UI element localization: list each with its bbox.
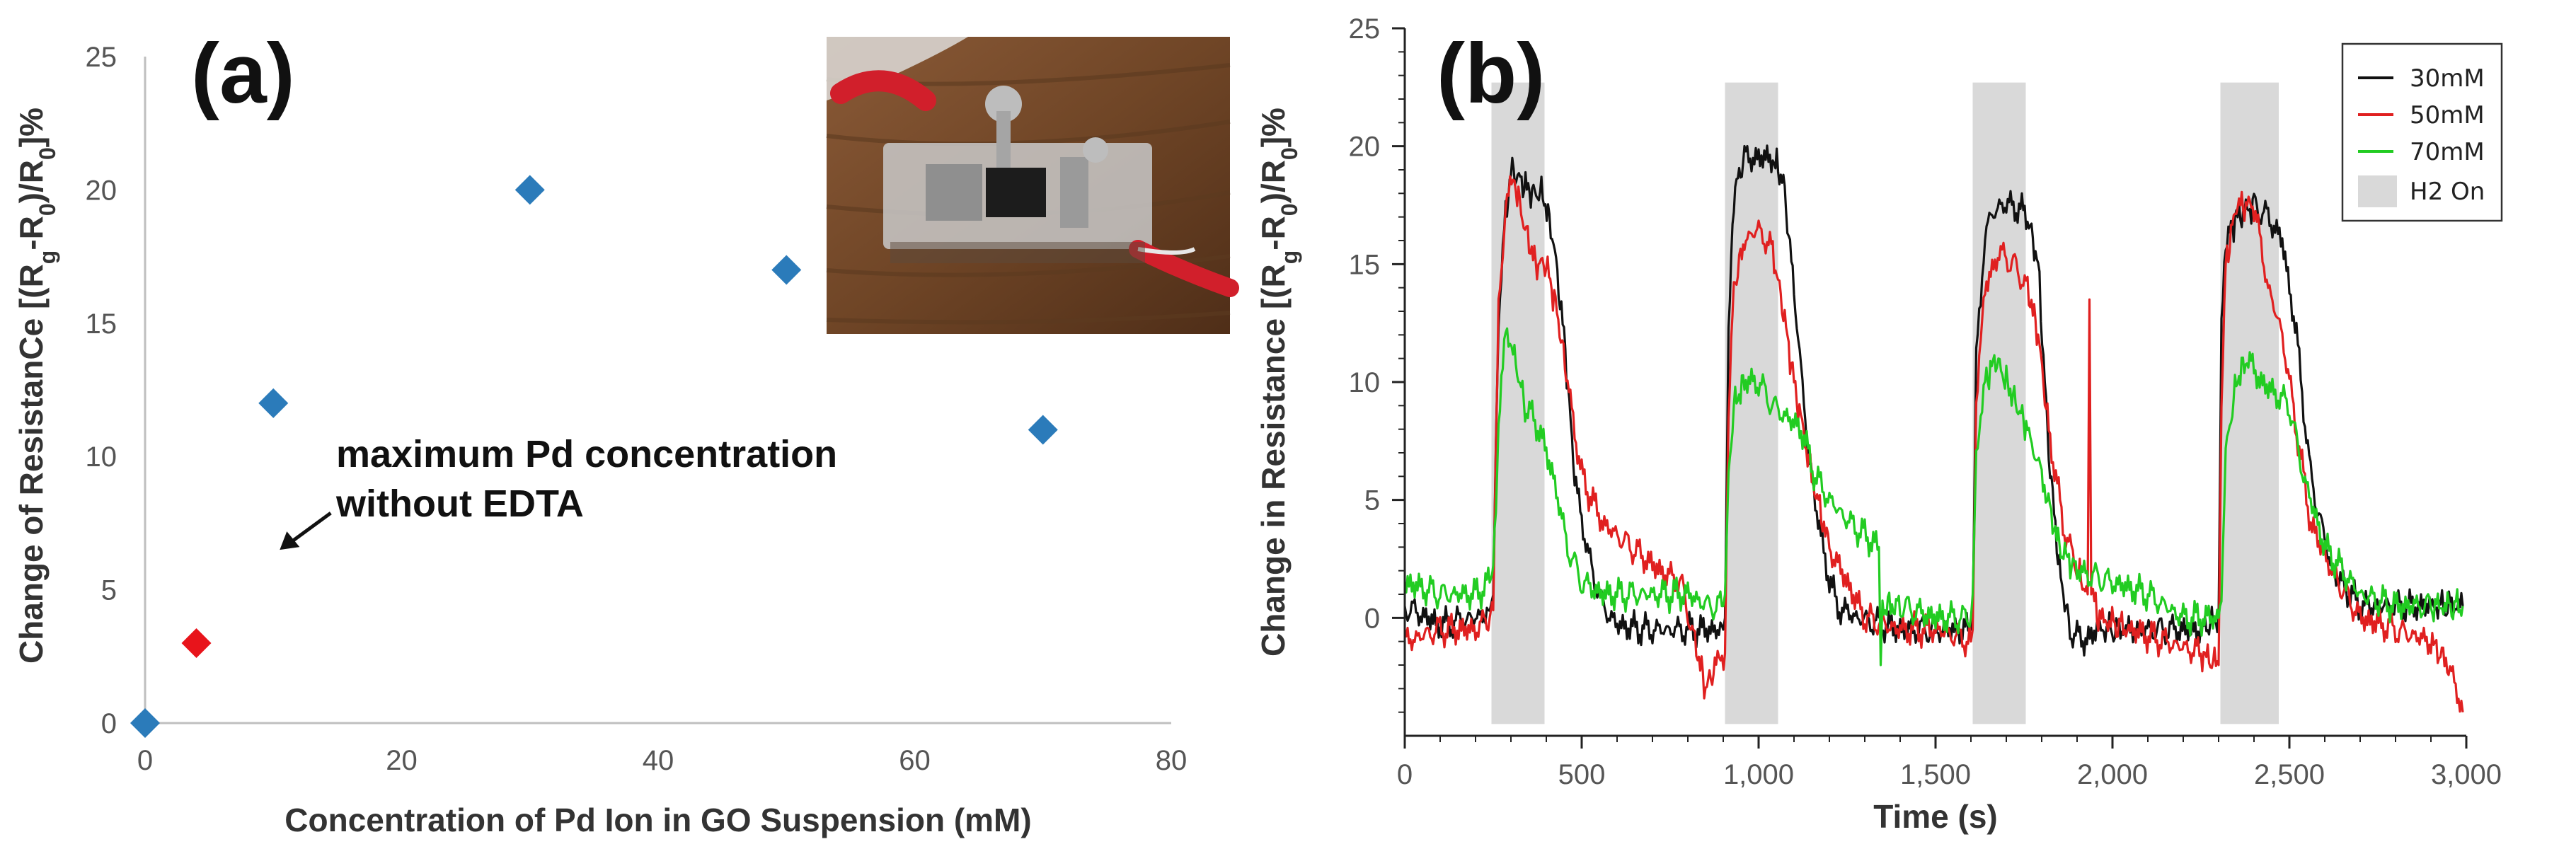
series-line-50mM <box>1405 175 2464 713</box>
h2-on-region <box>1972 82 2026 724</box>
panel-b-y-axis-title: Change in Resistance [(Rg-R0)/R0]% <box>1255 108 1302 657</box>
panel-b-x-tick-label: 1,500 <box>1900 759 1971 790</box>
panel-b-y-tick-label: 15 <box>1349 249 1381 280</box>
panel-a-x-tick-label: 20 <box>386 745 418 776</box>
panel-a-y-tick-label: 15 <box>86 308 117 340</box>
panel-label-b: (b) <box>1437 26 1545 121</box>
panel-b-x-axis-title: Time (s) <box>1873 798 1998 835</box>
panel-a-y-axis-title: Change of ResistanCe [(Rg-R0)/R0]% <box>13 108 60 664</box>
legend-label-70mM: 70mM <box>2410 138 2485 166</box>
panel-a-x-axis-title: Concentration of Pd Ion in GO Suspension… <box>284 802 1031 838</box>
scatter-point <box>130 708 160 738</box>
series-line-30mM <box>1405 144 2464 657</box>
panel-b-y-tick-label: 25 <box>1349 13 1381 45</box>
panel-a-x-tick-label: 60 <box>899 745 931 776</box>
series-line-70mM <box>1405 327 2464 666</box>
panel-b-x-tick-label: 3,000 <box>2431 759 2502 790</box>
panel-b-y-tick-label: 5 <box>1364 485 1380 516</box>
panel-a-y-tick-label: 25 <box>86 42 117 73</box>
panel-a-y-tick-label: 20 <box>86 175 117 206</box>
legend: 30mM 50mM 70mM H2 On <box>2341 42 2503 222</box>
panel-b-x-tick-label: 500 <box>1558 759 1606 790</box>
panel-a: (a) 0 20 40 60 80 0 5 10 15 20 25 maximum Pd conce… <box>13 26 1239 838</box>
h2-on-regions <box>1491 82 2279 724</box>
h2-on-region <box>2220 82 2279 724</box>
scatter-point <box>1028 415 1058 445</box>
panel-a-y-tick-label: 5 <box>101 575 117 606</box>
panel-b-x-tick-label: 2,000 <box>2077 759 2148 790</box>
panel-label-a: (a) <box>191 26 295 121</box>
panel-b-x-tick-label: 1,000 <box>1723 759 1794 790</box>
sensor-device-photo <box>826 37 1239 334</box>
scatter-point <box>514 175 545 205</box>
legend-label-h2-on: H2 On <box>2410 178 2485 206</box>
panel-b-y-tick-label: 20 <box>1349 132 1381 163</box>
panel-a-x-tick-label: 40 <box>643 745 674 776</box>
panel-b-y-tick-label: 10 <box>1349 367 1381 398</box>
scatter-point <box>181 628 212 658</box>
panel-b-x-tick-label: 2,500 <box>2254 759 2325 790</box>
annotation-arrowhead <box>280 531 300 550</box>
annotation-line-1: maximum Pd concentration <box>336 433 837 475</box>
scatter-point <box>258 388 289 418</box>
annotation-arrow <box>287 512 332 546</box>
legend-label-30mM: 30mM <box>2410 64 2485 93</box>
legend-label-50mM: 50mM <box>2410 101 2485 129</box>
panel-b: 0 500 1,000 1,500 2,000 2,500 3,0000510152025 … <box>1255 13 2503 835</box>
panel-a-x-tick-label: 80 <box>1156 745 1188 776</box>
panel-b-x-tick-label: 0 <box>1397 759 1413 790</box>
panel-a-y-tick-label: 10 <box>86 441 117 473</box>
legend-swatch-h2-on <box>2358 175 2397 207</box>
panel-a-y-tick-label: 0 <box>101 708 117 739</box>
panel-b-y-tick-label: 0 <box>1364 603 1380 634</box>
scatter-point <box>771 255 802 285</box>
annotation-line-2: without EDTA <box>335 483 584 525</box>
panel-a-x-tick-label: 0 <box>137 745 153 776</box>
